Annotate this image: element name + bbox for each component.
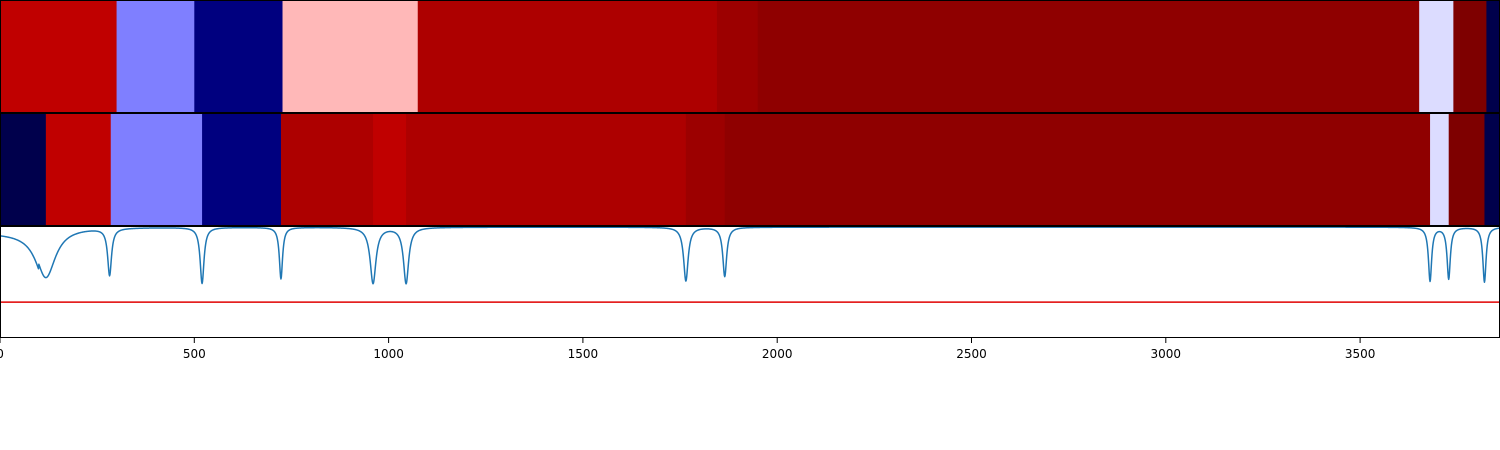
heatmap-row-2-segment-6 — [373, 113, 407, 226]
x-tick-label-7: 3000 — [1151, 347, 1182, 361]
heatmap-row-2-segment-9 — [724, 113, 1431, 226]
heatmap-row-2-segment-11 — [1448, 113, 1486, 226]
heatmap-row-2-segment-4 — [202, 113, 282, 226]
heatmap-row-1-segment-3 — [194, 0, 284, 113]
heatmap-row-1 — [0, 0, 1500, 113]
heatmap-row-2 — [0, 113, 1500, 226]
heatmap-row-2-segment-1 — [0, 113, 47, 226]
heatmap-row-1-segment-10 — [1486, 0, 1500, 113]
signal-line — [0, 226, 1500, 285]
heatmap-row-2-segment-7 — [406, 113, 687, 226]
heatmap-row-1-segment-4 — [282, 0, 419, 113]
x-tick-label-6: 2500 — [956, 347, 987, 361]
x-axis: 0 500 1000 1500 2000 2500 3000 3500 — [0, 338, 1375, 361]
heatmap-row-1-segment-2 — [116, 0, 195, 113]
line-plot — [0, 226, 1500, 338]
heatmap-row-1-segment-6 — [716, 0, 759, 113]
heatmap-row-2-segment-12 — [1484, 113, 1500, 226]
x-tick-label-8: 3500 — [1345, 347, 1376, 361]
x-tick-label-5: 2000 — [762, 347, 793, 361]
x-tick-label-1: 0 — [0, 347, 4, 361]
line-plot-background — [0, 226, 1500, 338]
heatmap-row-1-segment-1 — [0, 0, 118, 113]
x-tick-label-2: 500 — [183, 347, 206, 361]
heatmap-row-2-segment-3 — [110, 113, 203, 226]
heatmap-row-1-segment-9 — [1453, 0, 1487, 113]
heatmap-row-1-segment-8 — [1419, 0, 1454, 113]
heatmap-row-2-segment-5 — [280, 113, 374, 226]
x-tick-label-3: 1000 — [373, 347, 404, 361]
x-tick-label-4: 1500 — [568, 347, 599, 361]
heatmap-row-2-segment-2 — [45, 113, 112, 226]
heatmap-row-1-segment-5 — [417, 0, 718, 113]
heatmap-row-1-segment-7 — [757, 0, 1420, 113]
heatmap-row-2-segment-10 — [1430, 113, 1450, 226]
heatmap-row-2-segment-8 — [685, 113, 726, 226]
